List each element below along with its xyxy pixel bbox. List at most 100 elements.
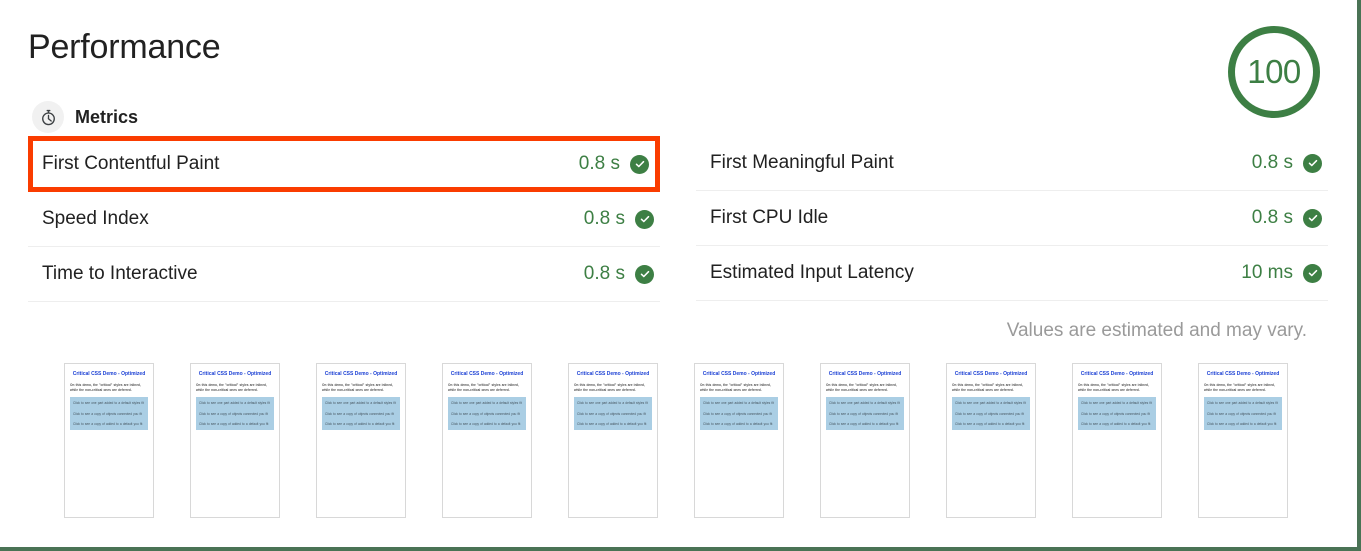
metric-row[interactable]: First CPU Idle 0.8 s: [696, 191, 1328, 246]
metrics-grid: First Contentful Paint 0.8 s Speed Index…: [28, 136, 1328, 302]
frame-box-line: Click to see a copy of objects connected…: [703, 411, 772, 416]
frame-highlight-box: Click to see one part added to a default…: [196, 397, 274, 431]
frame-title: Critical CSS Demo - Optimized: [828, 371, 902, 377]
metric-row[interactable]: First Contentful Paint 0.8 s: [28, 136, 660, 192]
frame-paragraph: On this demo, the "critical" styles are …: [826, 383, 897, 392]
frame-paragraph: On this demo, the "critical" styles are …: [448, 383, 519, 392]
filmstrip-frame[interactable]: Critical CSS Demo - Optimized On this dem…: [694, 363, 784, 518]
frame-title: Critical CSS Demo - Optimized: [72, 371, 146, 377]
frame-paragraph: On this demo, the "critical" styles are …: [196, 383, 267, 392]
frame-paragraph: On this demo, the "critical" styles are …: [700, 383, 771, 392]
score-value: 100: [1247, 53, 1301, 90]
frame-box-line: Click to see a copy of added to a defaul…: [73, 422, 143, 426]
pass-check-icon: [630, 154, 649, 174]
metric-name: Time to Interactive: [42, 263, 198, 284]
frame-box-line: Click to see a copy of objects connected…: [73, 411, 142, 416]
frame-title: Critical CSS Demo - Optimized: [702, 371, 776, 377]
frame-box-line: Click to see one part added to a default…: [199, 401, 270, 406]
frame-highlight-box: Click to see one part added to a default…: [952, 397, 1030, 431]
filmstrip-frame[interactable]: Critical CSS Demo - Optimized On this dem…: [64, 363, 154, 518]
frame-box-line: Click to see one part added to a default…: [703, 401, 774, 406]
metrics-column-right: First Meaningful Paint 0.8 s First CPU I…: [696, 136, 1328, 302]
metric-name: First Contentful Paint: [42, 153, 220, 174]
metric-row[interactable]: Time to Interactive 0.8 s: [28, 247, 660, 302]
score-ring: [1228, 26, 1320, 118]
pass-check-icon: [1303, 208, 1322, 228]
performance-score-gauge[interactable]: 100: [1228, 26, 1320, 118]
frame-box-line: Click to see one part added to a default…: [577, 401, 648, 406]
frame-highlight-box: Click to see one part added to a default…: [1204, 397, 1282, 431]
frame-paragraph: On this demo, the "critical" styles are …: [952, 383, 1023, 392]
frame-box-line: Click to see a copy of added to a defaul…: [451, 422, 521, 426]
filmstrip-frame[interactable]: Critical CSS Demo - Optimized On this dem…: [442, 363, 532, 518]
filmstrip: Critical CSS Demo - Optimized On this dem…: [64, 363, 1288, 518]
frame-box-line: Click to see one part added to a default…: [451, 401, 522, 406]
pass-check-icon: [635, 209, 654, 229]
pass-check-icon: [1303, 153, 1322, 173]
filmstrip-frame[interactable]: Critical CSS Demo - Optimized On this dem…: [1198, 363, 1288, 518]
frame-paragraph: On this demo, the "critical" styles are …: [70, 383, 141, 392]
frame-box-line: Click to see a copy of objects connected…: [1081, 411, 1150, 416]
frame-title: Critical CSS Demo - Optimized: [576, 371, 650, 377]
metric-value: 0.8 s: [1251, 152, 1293, 173]
metric-name: Estimated Input Latency: [710, 262, 914, 283]
metric-value: 0.8 s: [583, 208, 625, 229]
metric-name: First CPU Idle: [710, 207, 829, 228]
metric-value: 0.8 s: [578, 153, 620, 174]
filmstrip-frame[interactable]: Critical CSS Demo - Optimized On this dem…: [946, 363, 1036, 518]
frame-highlight-box: Click to see one part added to a default…: [574, 397, 652, 431]
frame-box-line: Click to see a copy of added to a defaul…: [577, 422, 647, 426]
frame-title: Critical CSS Demo - Optimized: [324, 371, 398, 377]
frame-box-line: Click to see one part added to a default…: [955, 401, 1026, 406]
metric-name: Speed Index: [42, 208, 149, 229]
frame-box-line: Click to see a copy of added to a defaul…: [829, 422, 899, 426]
metric-row[interactable]: Estimated Input Latency 10 ms: [696, 246, 1328, 301]
frame-title: Critical CSS Demo - Optimized: [954, 371, 1028, 377]
filmstrip-frame[interactable]: Critical CSS Demo - Optimized On this dem…: [190, 363, 280, 518]
metric-row[interactable]: Speed Index 0.8 s: [28, 192, 660, 247]
pass-check-icon: [1303, 263, 1322, 283]
frame-paragraph: On this demo, the "critical" styles are …: [322, 383, 393, 392]
frame-box-line: Click to see a copy of added to a defaul…: [199, 422, 269, 426]
metric-value: 10 ms: [1241, 262, 1293, 283]
frame-box-line: Click to see a copy of added to a defaul…: [1207, 422, 1277, 426]
frame-highlight-box: Click to see one part added to a default…: [448, 397, 526, 431]
frame-title: Critical CSS Demo - Optimized: [1206, 371, 1280, 377]
frame-box-line: Click to see a copy of objects connected…: [325, 411, 394, 416]
frame-box-line: Click to see one part added to a default…: [1207, 401, 1278, 406]
frame-paragraph: On this demo, the "critical" styles are …: [574, 383, 645, 392]
frame-box-line: Click to see a copy of objects connected…: [1207, 411, 1276, 416]
metric-value: 0.8 s: [1251, 207, 1293, 228]
frame-box-line: Click to see a copy of objects connected…: [199, 411, 268, 416]
frame-title: Critical CSS Demo - Optimized: [198, 371, 272, 377]
frame-box-line: Click to see a copy of added to a defaul…: [703, 422, 773, 426]
metrics-section-header: Metrics: [32, 101, 138, 133]
metrics-column-left: First Contentful Paint 0.8 s Speed Index…: [28, 136, 660, 302]
metric-row[interactable]: First Meaningful Paint 0.8 s: [696, 136, 1328, 191]
frame-box-line: Click to see a copy of objects connected…: [451, 411, 520, 416]
frame-highlight-box: Click to see one part added to a default…: [322, 397, 400, 431]
frame-box-line: Click to see one part added to a default…: [325, 401, 396, 406]
frame-box-line: Click to see one part added to a default…: [829, 401, 900, 406]
filmstrip-frame[interactable]: Critical CSS Demo - Optimized On this dem…: [820, 363, 910, 518]
frame-box-line: Click to see one part added to a default…: [1081, 401, 1152, 406]
frame-title: Critical CSS Demo - Optimized: [450, 371, 524, 377]
filmstrip-frame[interactable]: Critical CSS Demo - Optimized On this dem…: [316, 363, 406, 518]
frame-highlight-box: Click to see one part added to a default…: [1078, 397, 1156, 431]
frame-highlight-box: Click to see one part added to a default…: [700, 397, 778, 431]
frame-box-line: Click to see a copy of added to a defaul…: [325, 422, 395, 426]
frame-title: Critical CSS Demo - Optimized: [1080, 371, 1154, 377]
frame-box-line: Click to see one part added to a default…: [73, 401, 144, 406]
frame-highlight-box: Click to see one part added to a default…: [70, 397, 148, 431]
metrics-section-label: Metrics: [75, 106, 139, 127]
frame-paragraph: On this demo, the "critical" styles are …: [1204, 383, 1275, 392]
frame-highlight-box: Click to see one part added to a default…: [826, 397, 904, 431]
filmstrip-frame[interactable]: Critical CSS Demo - Optimized On this dem…: [568, 363, 658, 518]
frame-box-line: Click to see a copy of added to a defaul…: [955, 422, 1025, 426]
page-title: Performance: [28, 28, 221, 66]
metric-value: 0.8 s: [583, 263, 625, 284]
filmstrip-frame[interactable]: Critical CSS Demo - Optimized On this dem…: [1072, 363, 1162, 518]
frame-box-line: Click to see a copy of objects connected…: [577, 411, 646, 416]
frame-box-line: Click to see a copy of objects connected…: [829, 411, 898, 416]
